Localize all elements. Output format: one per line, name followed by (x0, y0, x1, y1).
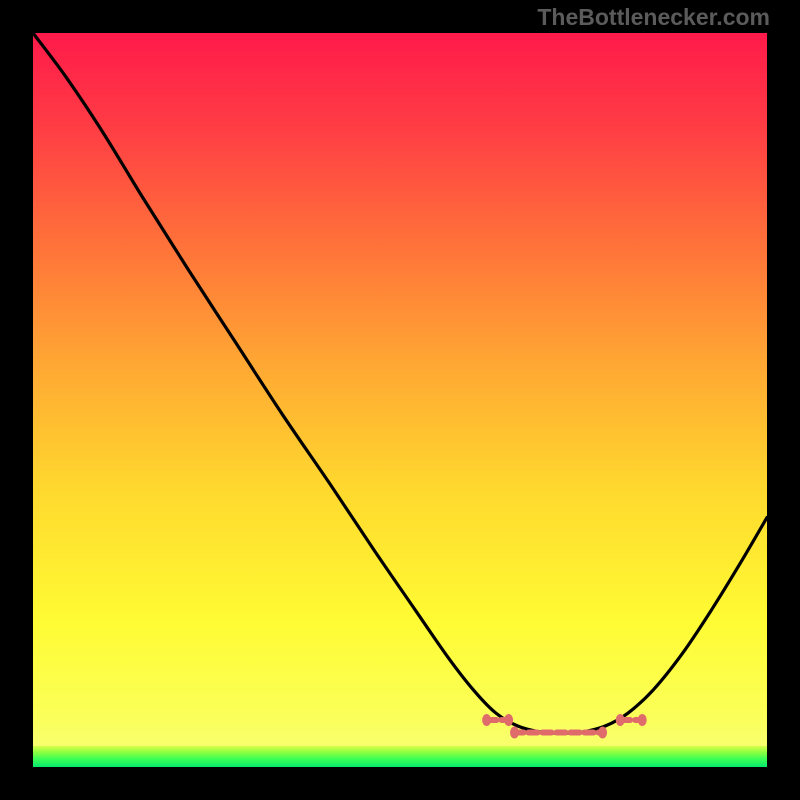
bottleneck-curve (33, 33, 767, 733)
plateau-cap (616, 714, 625, 726)
plateau-cap (510, 727, 519, 739)
plateau-cap (638, 714, 647, 726)
plateau-markers (482, 714, 647, 738)
plateau-cap (504, 714, 513, 726)
curve-layer (33, 33, 767, 767)
plateau-cap (482, 714, 491, 726)
chart-frame: TheBottlenecker.com (0, 0, 800, 800)
watermark-text: TheBottlenecker.com (537, 4, 770, 31)
plot-area (33, 33, 767, 767)
plateau-cap (598, 727, 607, 739)
